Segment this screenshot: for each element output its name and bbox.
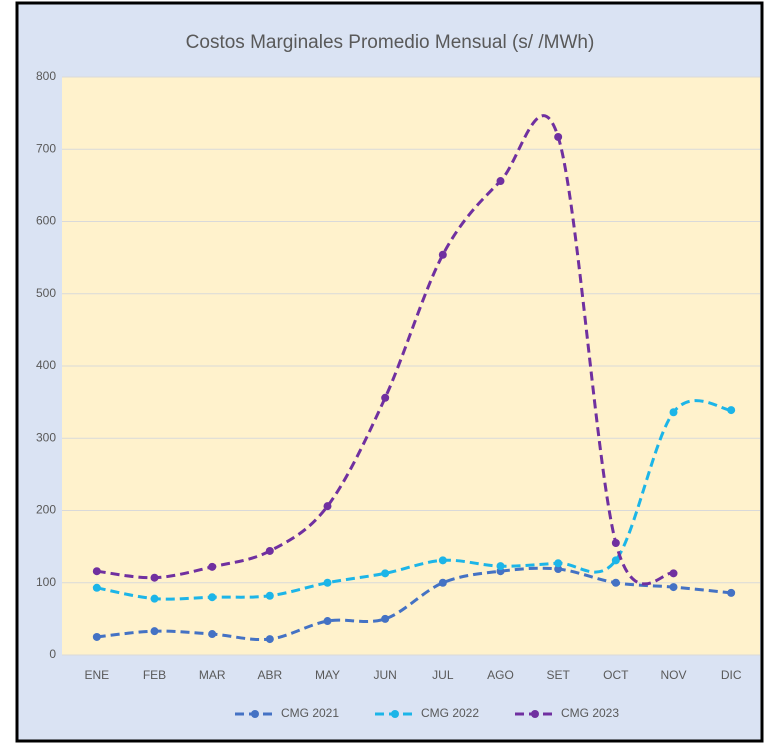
data-point	[438, 250, 447, 259]
data-point	[554, 565, 563, 574]
legend-marker	[251, 710, 259, 718]
data-point	[727, 406, 736, 415]
data-point	[323, 502, 332, 511]
y-tick-label: 800	[36, 69, 56, 83]
x-tick-label: DIC	[721, 668, 742, 682]
data-point	[323, 617, 332, 626]
data-point	[323, 578, 332, 587]
y-tick-label: 100	[36, 575, 56, 589]
data-point	[611, 556, 620, 565]
x-tick-label: NOV	[660, 668, 686, 682]
data-point	[669, 408, 678, 417]
data-point	[554, 559, 563, 568]
data-point	[265, 591, 274, 600]
data-point	[92, 567, 101, 576]
data-point	[150, 573, 159, 582]
legend-marker	[531, 710, 539, 718]
chart-title: Costos Marginales Promedio Mensual (s/ /…	[186, 32, 595, 53]
data-point	[92, 583, 101, 592]
x-tick-label: MAY	[315, 668, 340, 682]
data-point	[438, 556, 447, 565]
data-point	[150, 594, 159, 603]
data-point	[438, 578, 447, 587]
data-point	[381, 393, 390, 402]
x-tick-label: OCT	[603, 668, 629, 682]
x-tick-label: SET	[546, 668, 570, 682]
data-point	[150, 627, 159, 636]
data-point	[611, 539, 620, 548]
y-tick-label: 600	[36, 214, 56, 228]
data-point	[496, 562, 505, 571]
data-point	[727, 588, 736, 597]
data-point	[381, 614, 390, 623]
y-tick-label: 300	[36, 430, 56, 444]
y-tick-label: 400	[36, 358, 56, 372]
x-tick-label: JUL	[432, 668, 454, 682]
data-point	[554, 132, 563, 141]
x-tick-label: FEB	[143, 668, 166, 682]
y-tick-label: 200	[36, 503, 56, 517]
x-tick-label: JUN	[373, 668, 396, 682]
data-point	[381, 569, 390, 578]
data-point	[265, 546, 274, 555]
data-point	[669, 569, 678, 578]
x-tick-label: ABR	[257, 668, 282, 682]
data-point	[496, 177, 505, 186]
x-tick-label: ENE	[84, 668, 109, 682]
data-point	[208, 630, 217, 639]
y-tick-label: 500	[36, 286, 56, 300]
series-line	[96, 114, 675, 586]
y-tick-label: 0	[49, 647, 56, 661]
data-point	[669, 583, 678, 592]
x-tick-label: MAR	[199, 668, 226, 682]
data-point	[208, 593, 217, 602]
x-tick-label: AGO	[487, 668, 514, 682]
legend-label: CMG 2021	[281, 706, 339, 720]
data-point	[208, 562, 217, 571]
y-tick-label: 700	[36, 141, 56, 155]
data-point	[265, 635, 274, 644]
data-point	[611, 578, 620, 587]
legend-label: CMG 2022	[421, 706, 479, 720]
data-point	[92, 632, 101, 641]
legend-label: CMG 2023	[561, 706, 619, 720]
legend-marker	[391, 710, 399, 718]
